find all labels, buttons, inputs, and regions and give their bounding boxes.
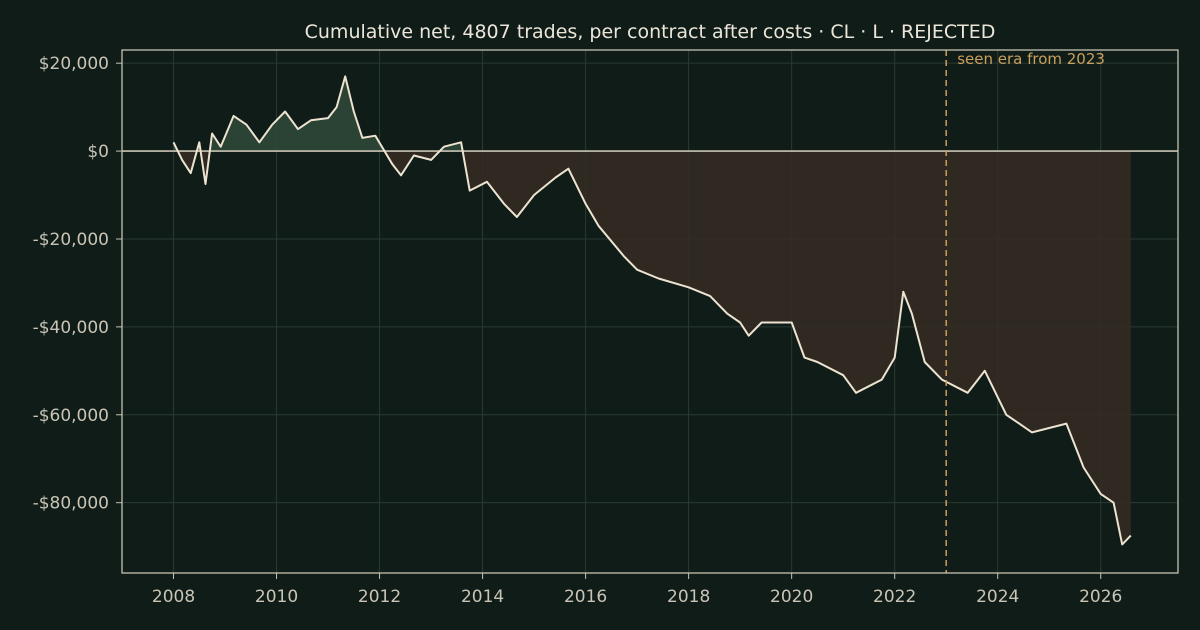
y-tick-label: -$80,000	[33, 494, 109, 514]
x-tick-label: 2012	[358, 587, 401, 607]
x-tick-label: 2020	[770, 587, 813, 607]
annotation-group: seen era from 2023	[945, 50, 1105, 573]
y-tick-label: $0	[87, 142, 109, 162]
x-tick-label: 2010	[255, 587, 298, 607]
x-tick-label: 2018	[667, 587, 710, 607]
chart-title: Cumulative net, 4807 trades, per contrac…	[305, 21, 996, 43]
y-axis-ticks: $20,000 $0 -$20,000 -$40,000 -$60,000 -$80,00…	[33, 54, 122, 514]
plot-frame	[121, 49, 1179, 574]
negative-area-fill	[384, 151, 440, 176]
x-tick-label: 2016	[564, 587, 607, 607]
x-tick-label: 2024	[976, 587, 1019, 607]
x-tick-label: 2008	[152, 587, 195, 607]
seen-era-label: seen era from 2023	[957, 50, 1105, 68]
y-tick-label: $20,000	[39, 54, 109, 74]
y-tick-label: -$60,000	[33, 406, 109, 426]
negative-area-fill	[200, 151, 210, 184]
x-tick-label: 2022	[873, 587, 916, 607]
positive-area-fill	[439, 142, 463, 152]
x-axis-ticks: 2008 2010 2012 2014 2016 2018 2020 2022 2024 2026	[152, 573, 1122, 607]
x-tick-label: 2026	[1079, 587, 1122, 607]
series-line-group	[172, 75, 1132, 546]
negative-area-fill	[462, 151, 1131, 545]
cumulative-net-line	[172, 75, 1132, 546]
y-tick-label: -$40,000	[33, 318, 109, 338]
y-tick-label: -$20,000	[33, 230, 109, 250]
x-tick-label: 2014	[461, 587, 504, 607]
